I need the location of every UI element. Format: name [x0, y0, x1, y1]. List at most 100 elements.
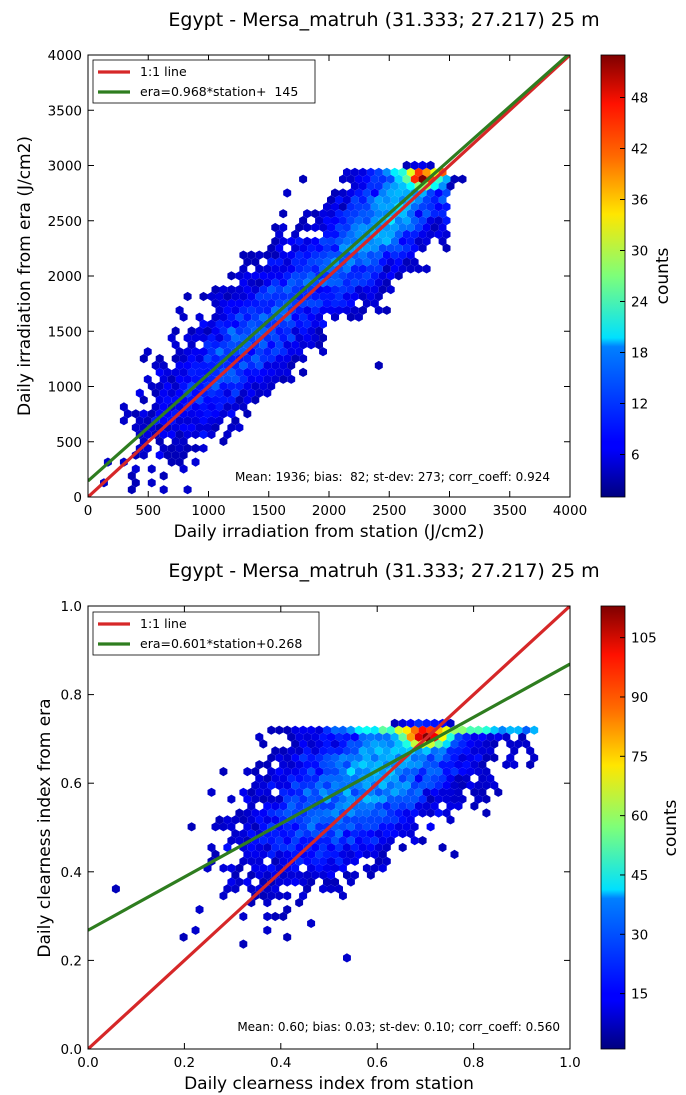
- hexbin-cell: [358, 250, 367, 260]
- colorbar-ticks: 6 12 18 24 30 36 42 48: [620, 91, 648, 464]
- hexbin-cell: [155, 381, 164, 391]
- hexbin-cell: [171, 326, 180, 336]
- hexbin-cell: [450, 753, 459, 763]
- hexbin-cell: [343, 815, 351, 825]
- hexbin-cell: [311, 870, 320, 880]
- hexbin-cell: [227, 863, 236, 873]
- hexbin-cell: [223, 291, 232, 302]
- hexbin-cell: [382, 732, 391, 742]
- hexbin-cell: [279, 291, 288, 302]
- hexbin-cell: [343, 167, 351, 177]
- hexbin-cell: [219, 863, 228, 873]
- hexbin-cell: [526, 746, 535, 756]
- hexbin-cell: [239, 911, 248, 922]
- hexbin-cell: [462, 760, 471, 770]
- hexbin-cell: [303, 222, 312, 233]
- hexbin-cell: [223, 884, 232, 894]
- hexbin-cell: [275, 298, 284, 308]
- hexbin-cell: [279, 760, 288, 770]
- hexbin-cell: [247, 787, 256, 797]
- hexbin-cell: [414, 209, 423, 219]
- hexbin-cell: [231, 815, 240, 825]
- hexbin-cell: [255, 374, 264, 384]
- hexbin-cell: [219, 436, 228, 446]
- hexbin-cell: [335, 278, 343, 288]
- hexbin-cell: [259, 298, 268, 308]
- hexbin-cell: [323, 753, 331, 763]
- hexbin-cell: [374, 209, 383, 219]
- hexbin-cell: [414, 718, 423, 728]
- hexbin-cell: [195, 905, 204, 915]
- hexbin-cell: [331, 188, 339, 198]
- hexbin-cell: [370, 753, 379, 763]
- hexbin-cell: [478, 773, 487, 784]
- hexbin-cell: [279, 264, 288, 274]
- hexbin-cell: [350, 222, 359, 233]
- hexbin-cell: [243, 285, 252, 295]
- hexbin-cell: [402, 780, 411, 790]
- hexbin-cell: [418, 725, 427, 735]
- hexbin-cell: [279, 787, 288, 797]
- x-tick-label: 3500: [493, 503, 527, 519]
- hexbin-cell: [339, 822, 347, 832]
- hexbin-cell: [442, 767, 451, 777]
- hexbin-cell: [390, 167, 399, 177]
- x-tick-label: 0.4: [270, 1055, 291, 1071]
- hexbin-cell: [374, 195, 383, 205]
- hexbin-cell: [378, 753, 387, 763]
- hexbin-cell: [267, 767, 276, 777]
- hexbin-cell: [311, 829, 320, 839]
- hexbin-cell: [350, 787, 359, 797]
- hexbin-cell: [187, 367, 196, 377]
- hexbin-cell: [243, 808, 252, 818]
- hexbin-cell: [283, 285, 292, 295]
- hexbin-cell: [343, 209, 351, 219]
- hexbin-cell: [275, 725, 284, 735]
- hexbin-cell: [346, 849, 355, 859]
- hexbin-cell: [358, 815, 367, 825]
- hexbin-cell: [366, 209, 375, 219]
- hexbin-cell: [354, 739, 363, 749]
- hexbin-cell: [474, 753, 483, 763]
- hexbin-cell: [331, 229, 339, 239]
- hexbin-cell: [263, 388, 272, 398]
- hexbin-cell: [279, 347, 288, 357]
- hexbin-cell: [271, 291, 280, 302]
- hexbin-cell: [275, 257, 284, 267]
- hexbin-cell: [434, 216, 443, 226]
- hexbin-cell: [362, 216, 371, 226]
- hexbin-cell: [319, 870, 327, 880]
- x-tick-label: 0.0: [77, 1055, 98, 1071]
- hexbin-cell: [279, 746, 288, 756]
- hexbin-cell: [299, 257, 308, 267]
- hexbin-cell: [235, 298, 244, 308]
- hexbin-cell: [319, 801, 327, 811]
- hexbin-cell: [175, 457, 184, 467]
- hexbin-cell: [247, 319, 256, 329]
- hexbin-cell: [370, 739, 379, 749]
- hexbin-cell: [231, 388, 240, 398]
- hexbin-cell: [430, 195, 439, 205]
- hexbin-cell: [179, 354, 188, 364]
- hexbin-cell: [354, 836, 363, 846]
- hexbin-cell: [339, 863, 347, 873]
- hexbin-cell: [339, 216, 347, 226]
- hexbin-cell: [398, 815, 407, 825]
- hexbin-cell: [315, 849, 323, 859]
- hexbin-cell: [390, 236, 399, 246]
- hexbin-cell: [370, 863, 379, 873]
- hexbin-cell: [335, 842, 343, 853]
- hexbin-cell: [398, 236, 407, 246]
- hexbin-cell: [374, 801, 383, 811]
- hexbin-cell: [295, 787, 304, 797]
- hexbin-cell: [346, 753, 355, 763]
- hexbin-cell: [466, 753, 475, 763]
- hexbin-cell: [410, 780, 419, 790]
- hexbin-cell: [378, 202, 387, 212]
- hexbin-cell: [231, 884, 240, 894]
- hexbin-cell: [339, 229, 347, 239]
- hexbin-cell: [398, 773, 407, 784]
- hexbin-cell: [442, 216, 451, 226]
- hexbin-cell: [231, 416, 240, 426]
- hexbin-cell: [323, 739, 331, 749]
